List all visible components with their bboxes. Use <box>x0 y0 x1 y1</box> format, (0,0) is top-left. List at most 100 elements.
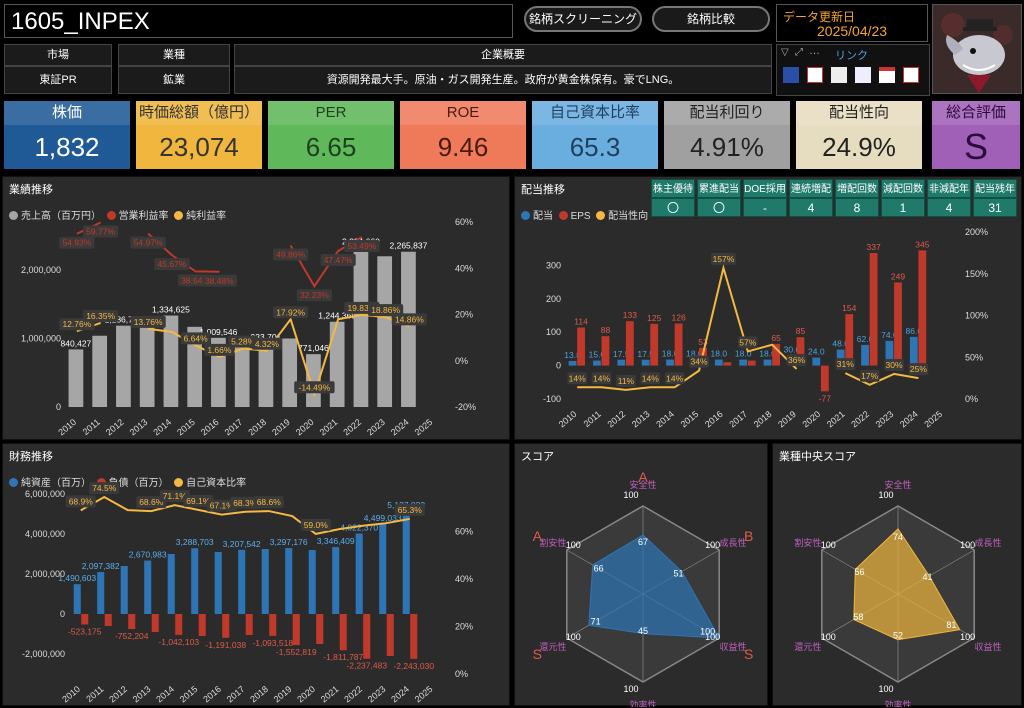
zaimu-line-label: 68.6% <box>257 497 282 507</box>
haito-xtick: 2019 <box>776 409 798 430</box>
score-value: 45 <box>638 626 648 636</box>
haito-bar <box>885 340 894 366</box>
haito-ytick-right: 150% <box>965 269 988 279</box>
zaimu-bar <box>214 552 222 614</box>
ticker-title: 1605_INPEX <box>4 4 513 38</box>
gyoseki-xtick: 2022 <box>341 417 363 438</box>
haito-bar-label: 125 <box>647 313 661 323</box>
zaimu-bar-label: -752,204 <box>115 631 149 641</box>
link-icon-chart[interactable] <box>855 67 871 83</box>
gyoseki-line-label: 54.93% <box>62 238 91 248</box>
legend-eps: EPS <box>570 211 591 222</box>
score-radar: 6751100457166安全性100A成長性100B収益性100S効率性100… <box>533 469 754 707</box>
haito-ytick-left: 200 <box>546 294 561 304</box>
haito-line-label: 17% <box>861 371 878 381</box>
more-icon[interactable]: … <box>809 45 820 57</box>
kpi-label: 時価総額（億円） <box>136 101 262 125</box>
haito-xtick: 2018 <box>752 409 774 430</box>
haito-line <box>577 263 919 391</box>
industry-score-axis-label: 収益性 <box>975 641 1002 652</box>
badge-header: 株主優待 <box>651 179 695 198</box>
industry-score-axis-label: 成長性 <box>975 537 1002 548</box>
haito-line-label-bg <box>835 358 856 371</box>
score-value: 67 <box>638 537 648 547</box>
gyoseki-line-label-bg <box>130 236 166 249</box>
zaimu-ytick-right: 40% <box>455 574 473 584</box>
gyoseki-ytick-right: -20% <box>455 402 476 412</box>
kpi-card: 時価総額（億円） 23,074 <box>134 99 264 171</box>
haito-bar <box>918 250 927 366</box>
link-icon-person[interactable] <box>831 67 847 83</box>
market-header: 市場 <box>4 44 112 66</box>
badge-header: 増配回数 <box>835 179 879 198</box>
haito-bar <box>666 359 674 366</box>
zaimu-bar-label: -1,811,787 <box>323 652 363 662</box>
link-icon-stock[interactable] <box>903 67 919 83</box>
zaimu-bar <box>292 614 300 646</box>
haito-bar <box>601 336 610 366</box>
badge-value: 1 <box>881 198 925 217</box>
badge-header: 累進配当 <box>697 179 741 198</box>
haito-xtick: 2010 <box>557 409 579 430</box>
haito-ytick-left: 300 <box>546 260 561 270</box>
compare-button[interactable]: 銘柄比較 <box>652 6 770 32</box>
link-icon-news[interactable] <box>879 67 895 83</box>
gyoseki-bar-label: 771,046 <box>298 343 329 353</box>
haito-xtick: 2011 <box>582 409 603 429</box>
badge-value: 8 <box>835 198 879 217</box>
filter-icon[interactable]: ▽ <box>781 47 789 58</box>
zaimu-panel: 財務推移 純資産（百万） 負債（百万） 自己資本比率 -2,000,000 0 2,… <box>2 443 510 706</box>
gyoseki-bar <box>68 349 84 407</box>
industry-score-value: 74 <box>893 532 903 542</box>
score-axis-max: 100 <box>623 684 638 694</box>
haito-bar-label: 17.5 <box>637 349 654 359</box>
zaimu-bar <box>269 614 277 636</box>
zaimu-xtick: 2017 <box>225 684 247 705</box>
haito-line-label: 30% <box>886 360 903 370</box>
gyoseki-bar-label: 1,186,731 <box>105 315 143 325</box>
zaimu-line-label-bg <box>136 496 167 509</box>
gyoseki-ytick-left: 2,000,000 <box>21 265 61 275</box>
legend-payout: 配当性向 <box>608 211 649 222</box>
zaimu-bar-label: 2,097,382 <box>82 561 120 571</box>
gyoseki-bar <box>139 324 155 407</box>
link-icon-ir[interactable] <box>783 67 799 83</box>
zaimu-bar-label: 4,499,033 <box>364 513 402 523</box>
zaimu-bar <box>81 614 89 625</box>
haito-bar <box>625 321 634 366</box>
zaimu-xtick: 2023 <box>366 684 388 705</box>
zaimu-ytick-right: 0% <box>455 669 468 679</box>
haito-bar-label: 154 <box>842 303 856 313</box>
haito-xtick: 2015 <box>679 409 701 430</box>
haito-bar <box>568 360 577 366</box>
gyoseki-line-label: 17.92% <box>276 307 305 317</box>
industry-score-value: 52 <box>893 631 903 641</box>
haito-ytick-left: -100 <box>543 394 561 404</box>
zaimu-xtick: 2019 <box>272 684 294 705</box>
haito-line-label: 11% <box>618 376 635 386</box>
zaimu-xtick: 2012 <box>107 684 129 705</box>
screening-button[interactable]: 銘柄スクリーニング <box>524 6 642 32</box>
badge-value: - <box>743 198 787 217</box>
link-icon-report[interactable] <box>807 67 823 83</box>
zaimu-bar <box>167 554 175 614</box>
haito-bar-label: 18.0 <box>759 349 776 359</box>
zaimu-bar <box>355 533 363 614</box>
zaimu-bar <box>316 614 324 644</box>
haito-bar-label: 18.0 <box>711 349 728 359</box>
haito-line-label-bg <box>711 252 736 265</box>
haito-line-label: 57% <box>739 337 756 347</box>
haito-bar-label: 88 <box>601 325 611 335</box>
legend-op: 営業利益率 <box>118 211 169 222</box>
kpi-card: 総合評価 S <box>930 99 1022 171</box>
gyoseki-line-label-bg <box>344 240 380 253</box>
zaimu-bar <box>386 614 394 656</box>
industry-score-radar: 744181525856安全性100成長性100収益性100効率性100還元性1… <box>794 479 1002 707</box>
haito-bar <box>796 337 805 366</box>
zaimu-xtick: 2021 <box>319 684 341 705</box>
zaimu-bar <box>104 614 112 626</box>
haito-line-label-bg <box>591 372 612 385</box>
expand-icon[interactable]: ⤢ <box>795 47 803 58</box>
zaimu-bar <box>402 511 410 614</box>
